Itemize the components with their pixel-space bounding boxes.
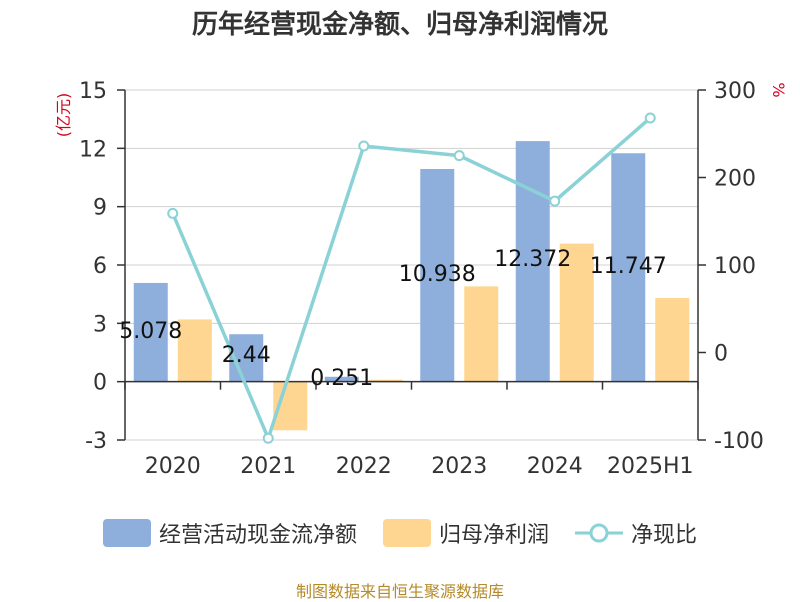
y-right-tick-label: 100 — [714, 254, 756, 279]
y-right-tick-label: -100 — [714, 429, 764, 454]
bar-profit — [368, 379, 403, 382]
bar-cash — [611, 153, 646, 382]
bar-profit — [177, 319, 212, 382]
data-label-cash: 10.938 — [399, 262, 476, 287]
bar-profit — [655, 298, 690, 382]
y-left-tick-label: 0 — [93, 371, 107, 396]
bar-cash — [133, 282, 168, 382]
line-point — [644, 112, 656, 124]
source-note: 制图数据来自恒生聚源数据库 — [295, 582, 504, 601]
y-right-tick-label: 200 — [714, 167, 756, 192]
y-left-tick-label: 6 — [93, 254, 107, 279]
line-point — [167, 207, 179, 219]
y-left-tick-label: -3 — [85, 429, 107, 454]
data-label-cash: 0.251 — [310, 366, 373, 391]
legend: 经营活动现金流净额 归母净利润 净现比 — [0, 517, 800, 549]
legend-label-cash: 经营活动现金流净额 — [158, 523, 357, 548]
legend-item-profit[interactable]: 归母净利润 — [382, 517, 549, 549]
y-axis-right-label: % — [769, 82, 788, 97]
x-tick-label: 2025H1 — [607, 454, 694, 479]
x-tick-label: 2021 — [240, 454, 296, 479]
y-axis-left-label: (亿元) — [54, 93, 73, 138]
legend-label-profit: 归母净利润 — [438, 523, 549, 548]
line-point — [358, 140, 370, 152]
legend-line-icon — [575, 523, 623, 543]
y-left-tick-label: 3 — [93, 312, 107, 337]
bar-cash — [515, 141, 550, 382]
legend-swatch-profit — [382, 519, 431, 547]
x-tick-label: 2022 — [336, 454, 392, 479]
data-label-cash: 11.747 — [590, 254, 667, 279]
line-ratio — [171, 116, 652, 444]
data-label-cash: 5.078 — [119, 319, 182, 344]
x-tick-label: 2024 — [527, 454, 583, 479]
y-left-tick-label: 15 — [79, 79, 107, 104]
legend-label-ratio: 净现比 — [631, 523, 698, 548]
bar-profit — [559, 243, 594, 382]
line-point — [453, 150, 465, 162]
data-label-cash: 12.372 — [494, 247, 571, 272]
line-point — [262, 432, 274, 444]
line-series — [167, 112, 656, 444]
legend-swatch-cash — [102, 519, 151, 547]
data-labels: 5.078 2.44 0.251 10.938 12.372 11.747 — [119, 247, 666, 391]
x-tick-label: 2020 — [145, 454, 201, 479]
bar-cash — [324, 376, 359, 382]
line-point — [549, 195, 561, 207]
legend-item-ratio[interactable]: 净现比 — [575, 517, 697, 549]
y-left-tick-label: 12 — [79, 137, 107, 162]
x-tick-label: 2023 — [431, 454, 487, 479]
axes: -3 0 3 6 9 12 15 -100 0 100 200 300 2020 2021 2022 2023… — [79, 79, 764, 479]
data-label-cash: 2.44 — [222, 343, 271, 368]
chart-title: 历年经营现金净额、归母净利润情况 — [191, 10, 608, 40]
legend-item-cash[interactable]: 经营活动现金流净额 — [102, 517, 357, 549]
bar-cash — [420, 168, 455, 382]
bar-profit — [464, 286, 499, 382]
y-right-tick-label: 0 — [714, 342, 728, 367]
y-right-tick-label: 300 — [714, 79, 756, 104]
y-left-tick-label: 9 — [93, 196, 107, 221]
combo-chart: -3 0 3 6 9 12 15 -100 0 100 200 300 2020 2021 2022 2023… — [54, 79, 788, 479]
